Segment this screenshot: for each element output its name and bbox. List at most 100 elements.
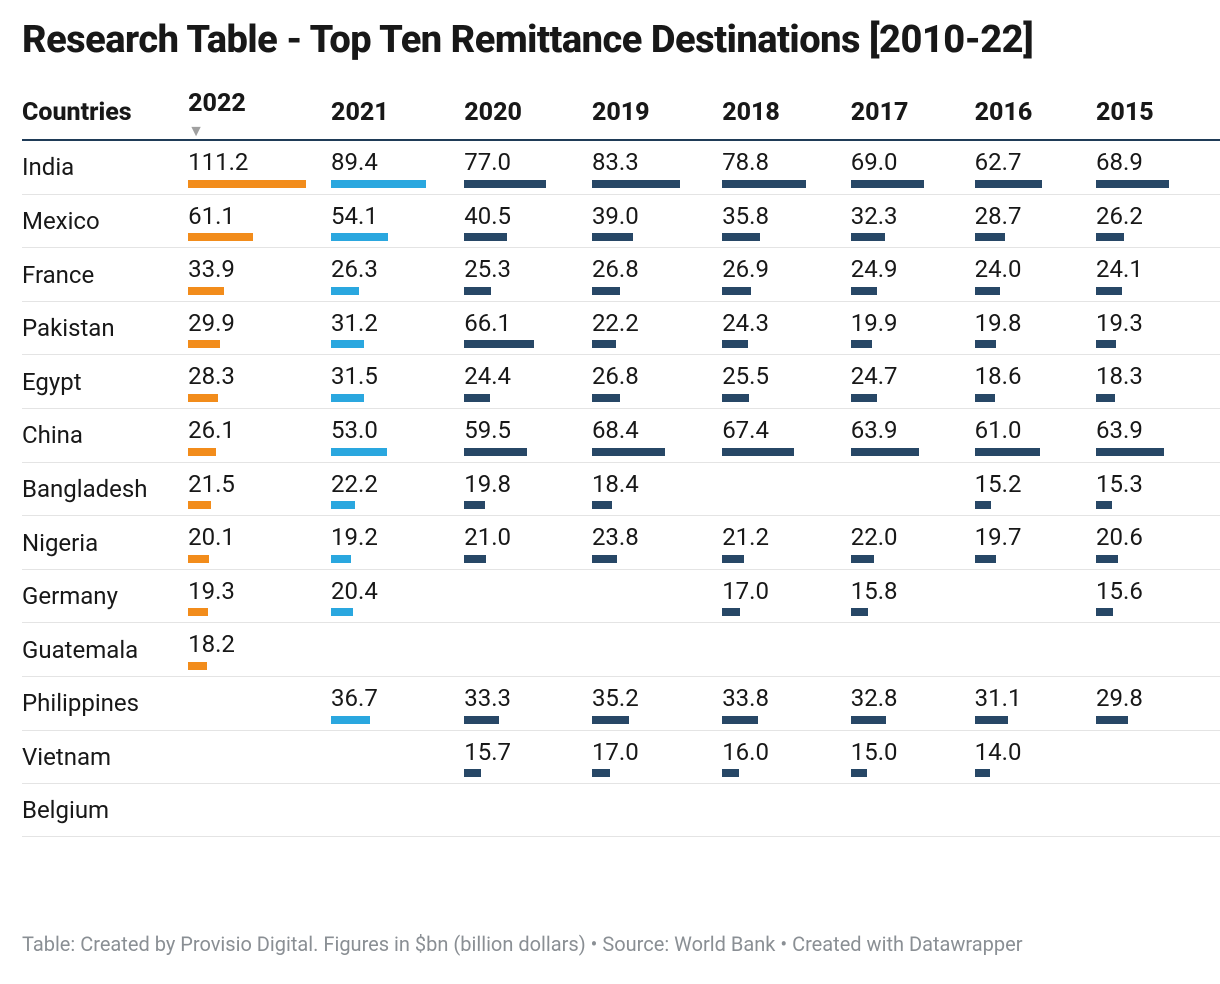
value-bar (592, 716, 629, 724)
value-bar (464, 448, 527, 456)
value-bar (1096, 448, 1164, 456)
value-cell: 15.2 (975, 462, 1096, 516)
value-bar (722, 716, 758, 724)
value-cell: 35.8 (722, 194, 851, 248)
value-number: 14.0 (975, 739, 1078, 767)
value-cell: 20.6 (1096, 516, 1220, 570)
value-bar (722, 448, 794, 456)
value-cell: 19.8 (464, 462, 592, 516)
value-bar (851, 608, 868, 616)
value-cell: 54.1 (331, 194, 464, 248)
value-number: 20.4 (331, 578, 446, 606)
column-header-countries[interactable]: Countries (22, 90, 188, 139)
value-number: 20.1 (188, 524, 313, 552)
value-number: 69.0 (851, 149, 957, 177)
value-cell: 78.8 (722, 140, 851, 194)
value-cell: 61.1 (188, 194, 331, 248)
value-bar (851, 716, 886, 724)
value-bar (188, 448, 216, 456)
value-cell: 15.7 (464, 730, 592, 784)
country-cell: France (22, 248, 188, 302)
value-cell: 20.4 (331, 569, 464, 623)
value-number: 21.2 (722, 524, 833, 552)
value-number: 22.2 (592, 310, 704, 338)
value-cell: 14.0 (975, 730, 1096, 784)
value-number: 66.1 (464, 310, 574, 338)
value-number: 26.2 (1096, 203, 1202, 231)
value-cell: 21.0 (464, 516, 592, 570)
value-cell: 24.0 (975, 248, 1096, 302)
value-cell (851, 623, 975, 677)
value-number: 24.4 (464, 363, 574, 391)
value-number: 18.4 (592, 471, 704, 499)
value-bar (188, 287, 224, 295)
value-number: 26.1 (188, 417, 313, 445)
country-cell: Bangladesh (22, 462, 188, 516)
value-cell: 62.7 (975, 140, 1096, 194)
column-header-year[interactable]: 2018 (722, 90, 851, 139)
value-cell: 53.0 (331, 409, 464, 463)
value-cell: 19.8 (975, 301, 1096, 355)
table-row: Mexico61.154.140.539.035.832.328.726.2 (22, 194, 1220, 248)
value-cell: 23.8 (592, 516, 722, 570)
value-cell: 26.3 (331, 248, 464, 302)
value-number: 17.0 (592, 739, 704, 767)
table-row: France33.926.325.326.826.924.924.024.1 (22, 248, 1220, 302)
value-cell: 16.0 (722, 730, 851, 784)
value-bar (331, 716, 370, 724)
value-bar (851, 555, 874, 563)
value-number: 63.9 (1096, 417, 1202, 445)
value-cell: 29.9 (188, 301, 331, 355)
value-bar (331, 501, 355, 509)
value-number: 16.0 (722, 739, 833, 767)
country-cell: Egypt (22, 355, 188, 409)
value-cell: 17.0 (592, 730, 722, 784)
value-number: 61.1 (188, 203, 313, 231)
column-header-year[interactable]: 2021 (331, 90, 464, 139)
value-bar (1096, 233, 1124, 241)
value-cell: 29.8 (1096, 677, 1220, 731)
value-number: 24.9 (851, 256, 957, 284)
value-cell: 21.5 (188, 462, 331, 516)
value-bar (592, 180, 680, 188)
value-cell (331, 623, 464, 677)
column-header-year[interactable]: 2020 (464, 90, 592, 139)
value-cell: 19.3 (188, 569, 331, 623)
value-bar (464, 287, 491, 295)
value-number: 22.0 (851, 524, 957, 552)
value-number: 62.7 (975, 149, 1078, 177)
value-number: 19.9 (851, 310, 957, 338)
column-header-year[interactable]: 2022▼ (188, 90, 331, 139)
value-number: 77.0 (464, 149, 574, 177)
column-header-year[interactable]: 2016 (975, 90, 1096, 139)
value-number: 89.4 (331, 149, 446, 177)
country-cell: India (22, 140, 188, 194)
value-number: 35.8 (722, 203, 833, 231)
value-number: 26.3 (331, 256, 446, 284)
value-number: 19.3 (188, 578, 313, 606)
value-number: 18.3 (1096, 363, 1202, 391)
value-bar (1096, 716, 1128, 724)
value-number: 53.0 (331, 417, 446, 445)
value-bar (592, 233, 633, 241)
value-cell: 63.9 (1096, 409, 1220, 463)
country-cell: Philippines (22, 677, 188, 731)
value-bar (464, 233, 507, 241)
value-cell: 20.1 (188, 516, 331, 570)
column-header-year[interactable]: 2017 (851, 90, 975, 139)
value-bar (722, 394, 749, 402)
column-header-year[interactable]: 2019 (592, 90, 722, 139)
column-header-year[interactable]: 2015 (1096, 90, 1220, 139)
value-number: 23.8 (592, 524, 704, 552)
value-bar (188, 180, 306, 188)
value-number: 19.3 (1096, 310, 1202, 338)
value-cell (188, 730, 331, 784)
value-number: 26.8 (592, 256, 704, 284)
value-bar (722, 555, 744, 563)
country-cell: Mexico (22, 194, 188, 248)
country-cell: Nigeria (22, 516, 188, 570)
value-bar (1096, 394, 1115, 402)
value-bar (851, 769, 867, 777)
value-number: 19.2 (331, 524, 446, 552)
value-bar (722, 233, 760, 241)
